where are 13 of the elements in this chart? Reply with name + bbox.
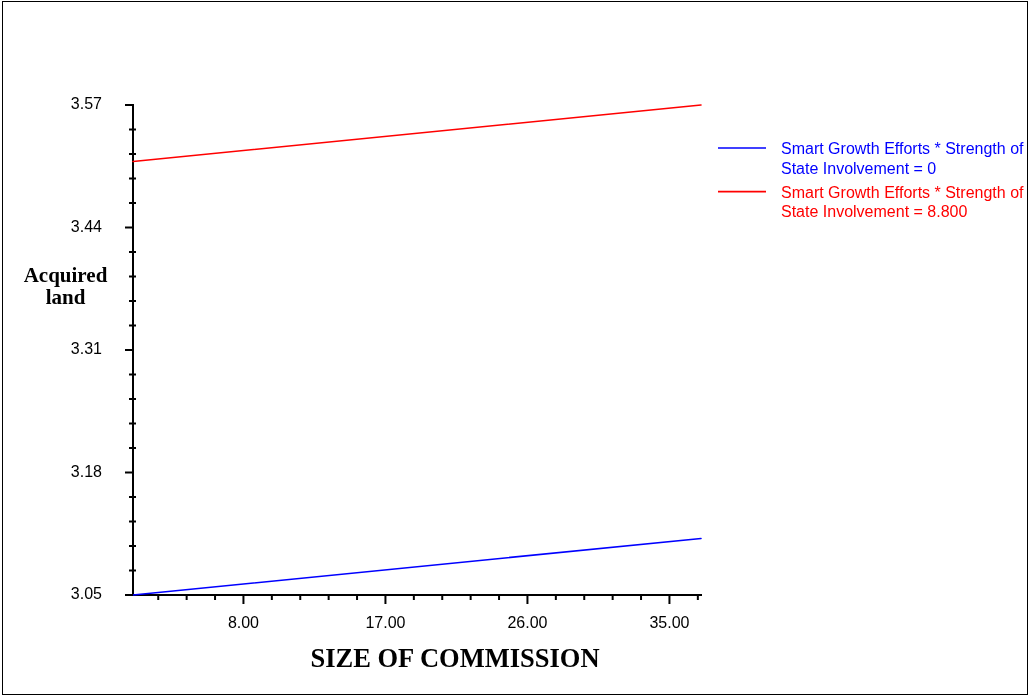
y-tick-label: 3.05	[70, 585, 103, 603]
x-axis-title: SIZE OF COMMISSION	[310, 642, 600, 673]
y-tick-label: 3.57	[70, 95, 103, 113]
legend-label: Smart Growth Efforts * Strength of State Involvement = 0	[781, 140, 1025, 177]
y-tick-label: 3.44	[70, 217, 103, 235]
y-tick-label: 3.18	[70, 462, 103, 480]
x-tick-label: 26.00	[507, 614, 548, 632]
x-tick-label: 17.00	[365, 614, 406, 632]
y-axis-title: Acquired land	[23, 262, 108, 310]
x-tick-label: 35.00	[649, 614, 690, 632]
x-tick-label: 8.00	[227, 614, 260, 632]
y-tick-label: 3.31	[70, 340, 103, 358]
legend-label: Smart Growth Efforts * Strength of State Involvement = 8.800	[781, 184, 1025, 221]
